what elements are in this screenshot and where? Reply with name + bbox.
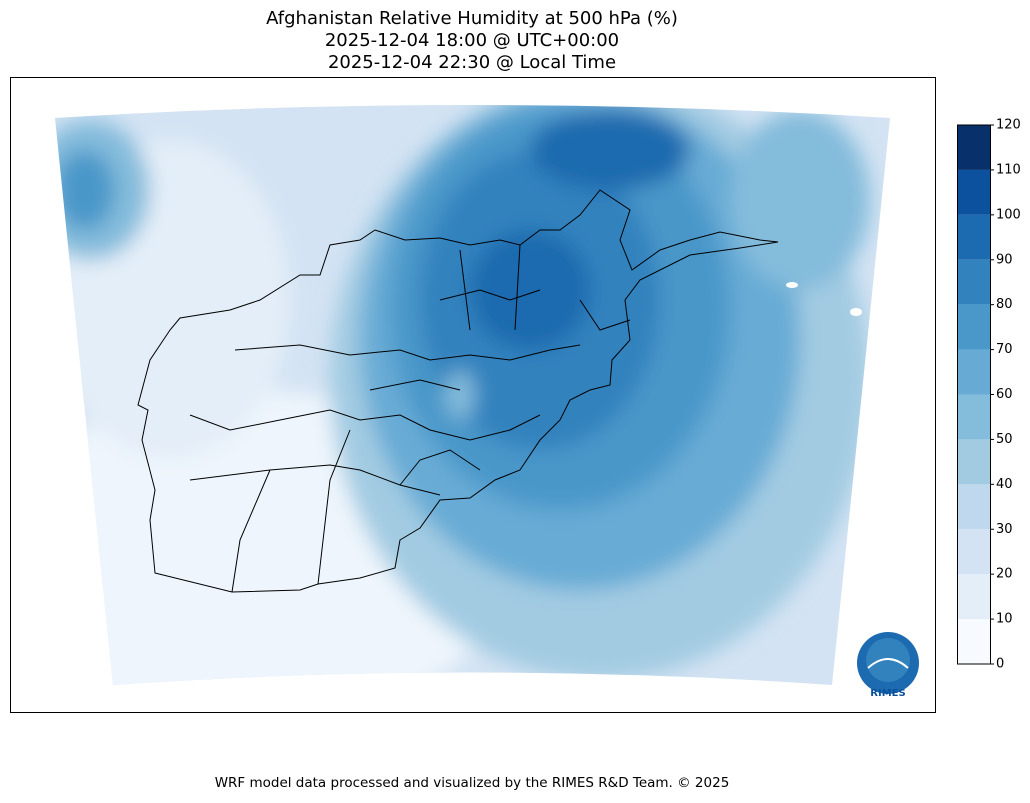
colorbar-tick-label: 90 [996, 252, 1013, 267]
colorbar-tick-label: 110 [996, 162, 1021, 177]
colorbar-band [957, 214, 990, 260]
colorbar-tick-label: 70 [996, 342, 1013, 357]
title-line: Afghanistan Relative Humidity at 500 hPa… [266, 8, 678, 29]
colorbar-band [957, 574, 990, 620]
colorbar-tick-label: 60 [996, 387, 1013, 402]
colorbar-band [957, 439, 990, 485]
colorbar-tick-label: 20 [996, 567, 1013, 582]
colorbar-band [957, 349, 990, 395]
colorbar-band [957, 259, 990, 305]
colorbar-band [957, 125, 990, 170]
colorbar-band [957, 394, 990, 440]
logo-text: RIMES [870, 688, 905, 699]
title-line: 2025-12-04 18:00 @ UTC+00:00 [325, 30, 619, 51]
colorbar: 0 10 20 30 40 50 60 70 80 90 100 110 120 [957, 118, 1021, 672]
colorbar-band [957, 484, 990, 530]
country-outline [137, 189, 779, 593]
colorbar-tick-label: 0 [996, 657, 1004, 672]
title-line: 2025-12-04 22:30 @ Local Time [328, 52, 616, 73]
colorbar-tick-label: 40 [996, 477, 1013, 492]
colorbar-tick-label: 100 [996, 207, 1021, 222]
colorbar-band [957, 529, 990, 575]
colorbar-band [957, 619, 990, 664]
colorbar-band [957, 304, 990, 350]
colorbar-tick-label: 30 [996, 522, 1013, 537]
footer: WRF model data processed and visualized … [215, 775, 730, 791]
colorbar-tick-label: 10 [996, 612, 1013, 627]
title-block: Afghanistan Relative Humidity at 500 hPa… [266, 8, 678, 73]
colorbar-band [957, 169, 990, 215]
colorbar-tick-label: 50 [996, 432, 1013, 447]
colorbar-tick-label: 80 [996, 297, 1013, 312]
humidity-field [55, 105, 890, 685]
colorbar-tick-label: 120 [996, 118, 1021, 133]
logo: RIMES [857, 632, 919, 699]
